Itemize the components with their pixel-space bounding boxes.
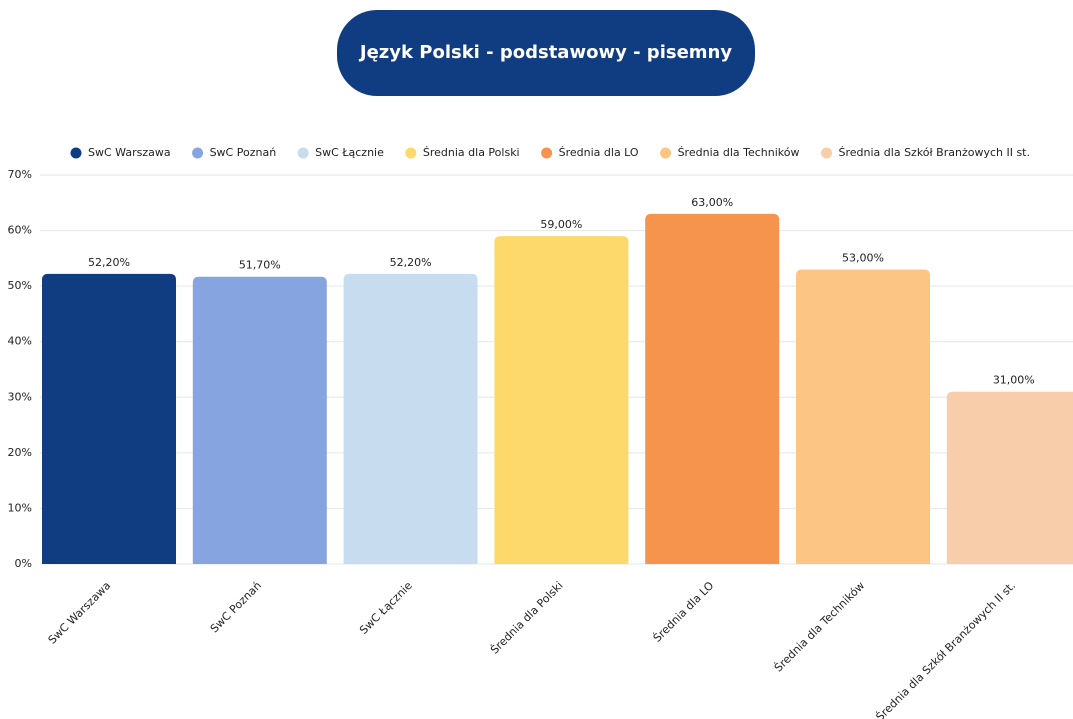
bar (796, 269, 930, 564)
legend-swatch (405, 147, 417, 159)
value-label: 51,70% (239, 259, 281, 272)
value-label: 59,00% (540, 218, 582, 231)
y-tick-label: 10% (8, 501, 32, 514)
x-tick-label: SwC Poznań (208, 579, 264, 635)
legend-label: Średnia dla Polski (423, 146, 520, 159)
value-label: 52,20% (88, 256, 130, 269)
x-tick-label: Średnia dla Techników (772, 579, 867, 674)
value-label: 53,00% (842, 251, 884, 264)
value-label: 63,00% (691, 196, 733, 209)
value-label: 52,20% (390, 256, 432, 269)
y-tick-label: 0% (15, 557, 32, 570)
y-tick-label: 50% (8, 279, 32, 292)
y-tick-label: 20% (8, 446, 32, 459)
bar (343, 273, 478, 564)
x-tick-label: SwC Warszawa (46, 579, 114, 647)
y-tick-label: 70% (8, 168, 32, 181)
legend-swatch (660, 147, 672, 159)
legend-swatch (297, 147, 309, 159)
legend-label: SwC Poznań (210, 146, 277, 159)
legend-swatch (821, 147, 833, 159)
legend-swatch (192, 147, 204, 159)
legend-label: SwC Łącznie (315, 146, 384, 159)
y-tick-label: 40% (8, 335, 32, 348)
legend-label: Średnia dla Szkół Branżowych II st. (839, 146, 1030, 159)
bar (494, 236, 629, 564)
legend-swatch (541, 147, 553, 159)
value-label: 31,00% (993, 374, 1035, 387)
chart-title: Język Polski - podstawowy - pisemny (358, 42, 732, 63)
y-tick-label: 60% (8, 224, 32, 237)
x-tick-label: Średnia dla Polski (488, 579, 566, 657)
bar (42, 273, 176, 564)
y-tick-label: 30% (8, 390, 32, 403)
legend-label: SwC Warszawa (88, 146, 171, 159)
legend-label: Średnia dla Techników (678, 146, 800, 159)
x-tick-label: Średnia dla Szkół Branżowych II st. (873, 579, 1018, 719)
legend-swatch (70, 147, 82, 159)
bar (645, 213, 780, 564)
legend-label: Średnia dla LO (559, 146, 639, 159)
bar (946, 391, 1073, 564)
title-box (337, 10, 755, 96)
x-tick-label: SwC Łącznie (357, 579, 415, 637)
bar (192, 276, 327, 564)
x-tick-label: Średnia dla LO (651, 579, 717, 645)
